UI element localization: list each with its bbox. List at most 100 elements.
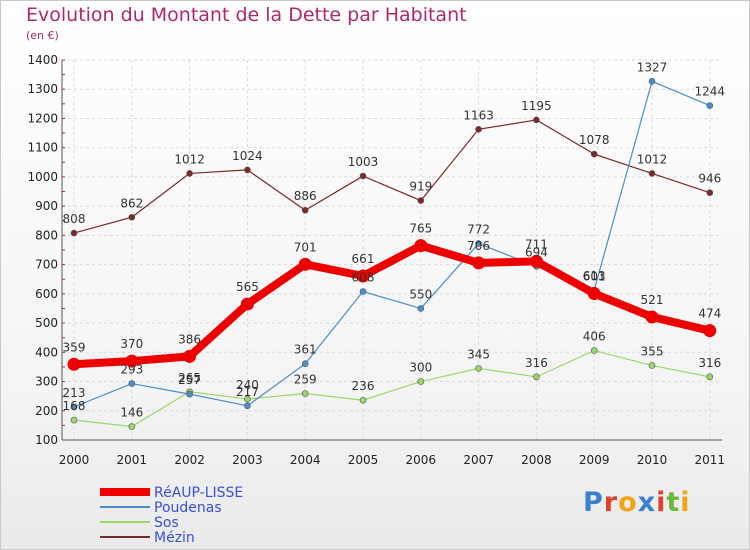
y-tick-label: 600 — [35, 287, 58, 301]
data-label: 521 — [641, 293, 664, 307]
chart-title: Evolution du Montant de la Dette par Hab… — [26, 4, 467, 26]
data-point — [301, 360, 309, 368]
data-point — [186, 170, 193, 177]
data-point — [183, 349, 197, 363]
x-tick-label: 2007 — [463, 453, 494, 467]
x-tick-label: 2000 — [59, 453, 90, 467]
data-point — [648, 78, 656, 85]
logo-letter: t — [666, 487, 681, 518]
y-tick-label: 1300 — [27, 82, 58, 96]
data-label: 257 — [178, 373, 201, 387]
data-point — [645, 310, 659, 324]
legend-label: RéAUP-LISSE — [154, 485, 243, 501]
data-point — [244, 402, 251, 410]
data-label: 316 — [525, 356, 548, 370]
data-point — [128, 423, 136, 430]
proxiti-logo: Proxiti — [583, 487, 691, 518]
data-label: 474 — [698, 307, 721, 321]
data-labels: 808 862 1012 1024 886 1003 919 1163 1195 1078 1012… — [63, 60, 726, 419]
legend-label: Poudenas — [154, 500, 222, 516]
y-tick-label: 700 — [35, 258, 58, 272]
data-point — [475, 240, 482, 247]
data-label: 1163 — [463, 108, 494, 122]
y-tick-label: 400 — [35, 345, 58, 359]
data-label: 217 — [236, 385, 259, 399]
data-point — [125, 354, 139, 368]
data-point — [70, 403, 78, 411]
data-label: 265 — [178, 371, 201, 385]
data-label: 1003 — [348, 155, 379, 169]
data-label: 886 — [294, 189, 317, 203]
data-point — [472, 256, 486, 270]
logo-letter: i — [680, 487, 691, 518]
data-point — [706, 373, 714, 381]
data-label: 565 — [236, 280, 259, 294]
data-point — [703, 324, 717, 338]
logo-letter: P — [583, 487, 604, 518]
legend-label: Sos — [154, 515, 179, 531]
y-tick-label: 1100 — [27, 141, 58, 155]
y-tick-label: 900 — [35, 199, 58, 213]
data-point — [356, 269, 370, 283]
data-point — [128, 380, 136, 387]
data-label: 862 — [120, 196, 143, 210]
data-point — [128, 213, 136, 221]
y-tick-label: 100 — [35, 433, 58, 447]
data-point — [529, 254, 543, 268]
data-point — [67, 357, 81, 371]
y-tick-label: 1400 — [27, 53, 58, 67]
data-point — [417, 197, 425, 204]
logo-letter: o — [618, 487, 638, 518]
legend-label: Mézin — [154, 530, 195, 546]
data-label: 370 — [120, 337, 143, 351]
data-point — [475, 125, 482, 133]
data-label: 361 — [294, 343, 317, 357]
data-point — [298, 257, 312, 271]
x-tick-label: 2005 — [348, 453, 379, 467]
data-point — [590, 150, 598, 158]
data-label: 168 — [63, 399, 86, 413]
data-point — [417, 378, 425, 385]
data-label: 919 — [409, 180, 432, 194]
data-label: 236 — [352, 379, 375, 393]
data-label: 386 — [178, 332, 201, 346]
y-tick-label: 800 — [35, 228, 58, 242]
data-label: 1195 — [521, 99, 552, 113]
chart-subtitle: (en €) — [26, 29, 59, 42]
y-tick-label: 300 — [35, 375, 58, 389]
data-label: 1327 — [637, 60, 668, 74]
y-tick-label: 500 — [35, 316, 58, 330]
data-label: 406 — [583, 330, 606, 344]
data-label: 316 — [698, 356, 721, 370]
series-line-2 — [73, 349, 711, 428]
data-point — [587, 287, 601, 301]
data-label: 613 — [583, 269, 606, 283]
data-label: 601 — [583, 270, 606, 284]
data-label: 661 — [352, 252, 375, 266]
data-label: 240 — [236, 378, 259, 392]
x-tick-label: 2003 — [232, 453, 263, 467]
logo-letter: r — [603, 487, 619, 518]
series-line-1 — [73, 80, 711, 408]
data-label: 1024 — [232, 149, 263, 163]
data-point — [244, 166, 251, 174]
data-label: 550 — [409, 287, 432, 301]
data-label: 293 — [120, 363, 143, 377]
data-label: 300 — [409, 361, 432, 375]
data-label: 608 — [352, 271, 375, 285]
data-point — [359, 288, 367, 295]
data-label: 711 — [525, 237, 548, 251]
data-label: 772 — [467, 223, 490, 237]
x-tick-label: 2008 — [521, 453, 552, 467]
logo-letter: x — [637, 487, 657, 518]
data-point — [359, 396, 367, 404]
y-tick-label: 1000 — [27, 170, 58, 184]
data-point — [244, 395, 251, 403]
data-label: 765 — [409, 222, 432, 236]
data-label: 706 — [467, 239, 490, 253]
data-point — [533, 116, 540, 124]
data-label: 1244 — [695, 85, 726, 99]
data-label: 1012 — [637, 152, 668, 166]
x-tick-label: 2011 — [695, 453, 726, 467]
